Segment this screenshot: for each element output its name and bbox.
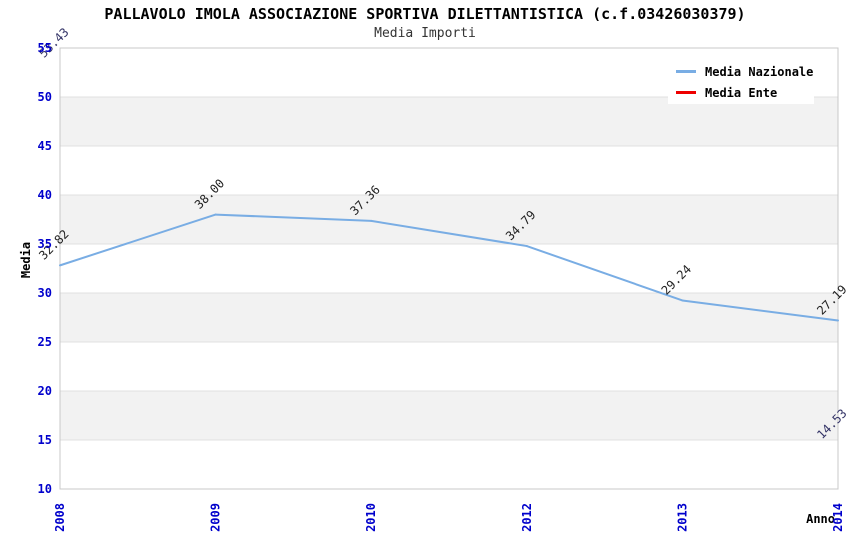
y-tick-label: 55	[38, 41, 52, 55]
y-tick-label: 20	[38, 384, 52, 398]
plot-border	[59, 47, 839, 490]
series-line-media-nazionale	[214, 213, 373, 222]
grid-band	[60, 195, 838, 244]
x-tick-label: 2009	[209, 503, 223, 532]
x-tick-label: 2012	[520, 503, 534, 532]
series-line-media-nazionale	[59, 213, 217, 267]
series-line-media-nazionale	[370, 219, 528, 248]
chart-subtitle: Media Importi	[374, 26, 476, 41]
x-tick-label: 2014	[831, 503, 845, 532]
y-tick-label: 50	[38, 90, 52, 104]
grid-band	[60, 391, 838, 440]
y-tick-label: 35	[38, 237, 52, 251]
media-nazionale-line-swatch-icon	[676, 70, 696, 73]
x-tick-label: 2010	[364, 503, 378, 532]
x-tick-label: 2008	[53, 503, 67, 532]
legend-item-media-nazionale: Media Nazionale	[676, 61, 814, 82]
chart-title: PALLAVOLO IMOLA ASSOCIAZIONE SPORTIVA DI…	[104, 5, 746, 23]
y-tick-label: 45	[38, 139, 52, 153]
y-tick-label: 30	[38, 286, 52, 300]
grid-band	[60, 293, 838, 342]
y-tick-label: 25	[38, 335, 52, 349]
legend-label-media-nazionale: Media Nazionale	[705, 64, 814, 79]
x-axis-title: Anno	[806, 512, 835, 526]
y-tick-label: 15	[38, 433, 52, 447]
series-line-media-nazionale	[681, 299, 839, 322]
legend: Media Nazionale Media Ente	[668, 56, 814, 104]
series-line-media-nazionale	[525, 245, 684, 302]
y-tick-label: 40	[38, 188, 52, 202]
grid-band	[60, 97, 838, 146]
y-tick-label: 10	[38, 482, 52, 496]
point-value-label: 29.24	[659, 262, 694, 297]
legend-label-media-ente: Media Ente	[705, 85, 778, 100]
media-ente-line-swatch-icon	[676, 91, 696, 94]
legend-item-media-ente: Media Ente	[676, 82, 814, 103]
x-tick-label: 2013	[675, 503, 689, 532]
